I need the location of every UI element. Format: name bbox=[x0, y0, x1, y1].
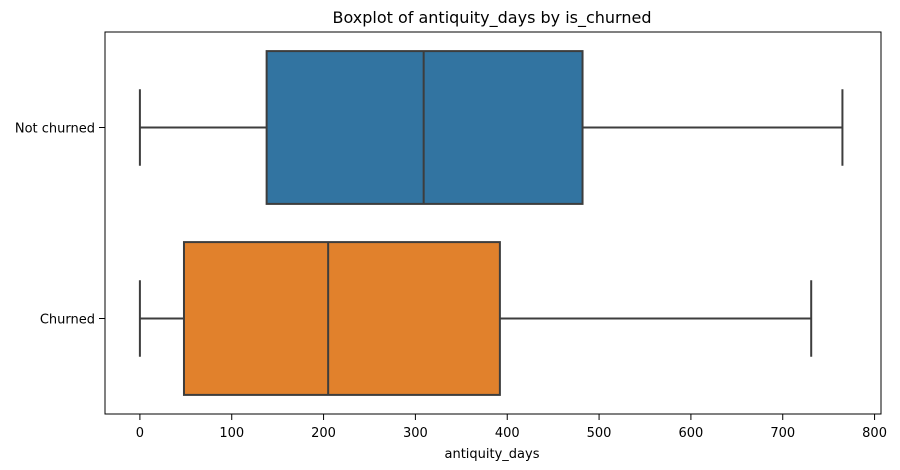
box-not-churned bbox=[138, 50, 844, 205]
x-tick-label: 400 bbox=[495, 426, 520, 441]
chart-title: Boxplot of antiquity_days by is_churned bbox=[332, 8, 651, 28]
boxes bbox=[138, 50, 844, 396]
x-axis-ticks: 0 100 200 300 400 500 600 700 800 bbox=[136, 414, 887, 441]
x-tick-label: 0 bbox=[136, 426, 144, 441]
x-axis-label: antiquity_days bbox=[445, 447, 540, 462]
x-tick-label: 300 bbox=[403, 426, 428, 441]
x-tick-label: 600 bbox=[678, 426, 703, 441]
plot-frame bbox=[104, 31, 882, 415]
x-tick-label: 800 bbox=[862, 426, 887, 441]
x-tick-label: 500 bbox=[587, 426, 612, 441]
x-tick-label: 100 bbox=[219, 426, 244, 441]
y-tick-label: Churned bbox=[40, 313, 95, 328]
y-tick-label: Not churned bbox=[15, 122, 95, 137]
iqr-box bbox=[182, 241, 501, 396]
box-churned bbox=[138, 241, 813, 396]
x-tick-label: 200 bbox=[311, 426, 336, 441]
y-axis-ticks: Not churned Churned bbox=[15, 122, 105, 328]
x-tick-label: 700 bbox=[770, 426, 795, 441]
